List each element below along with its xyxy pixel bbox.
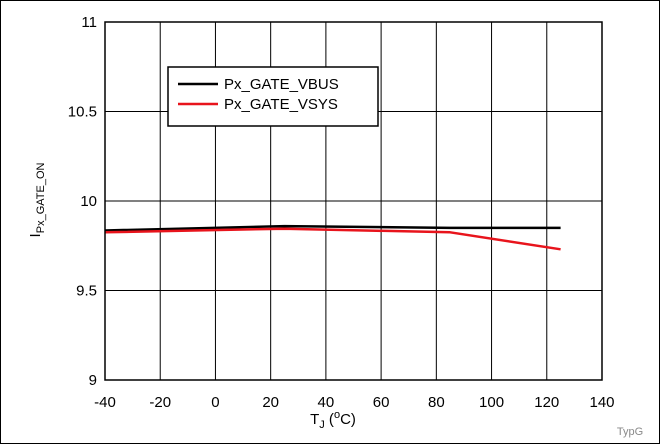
x-axis-label-sup: o — [334, 409, 340, 421]
x-axis-label-unit-pre: ( — [325, 411, 334, 428]
legend-label-vbus: Px_GATE_VBUS — [224, 76, 339, 93]
y-tick-labels: 9 9.5 10 10.5 11 — [68, 14, 97, 389]
x-axis-label: TJ (oC) — [310, 409, 356, 431]
series-line-px-gate-vsys — [104, 227, 561, 251]
x-tick-labels: -40 -20 0 20 40 60 80 100 120 140 — [94, 394, 614, 411]
y-axis-label-sub: Px_GATE_ON — [35, 163, 47, 234]
x-axis-label-unit-post: C) — [340, 411, 356, 428]
series-line-px-gate-vbus — [104, 224, 561, 232]
x-tick-label: -20 — [149, 394, 171, 411]
x-tick-label: 20 — [262, 394, 279, 411]
y-tick-label: 10.5 — [68, 104, 97, 121]
x-tick-label: 120 — [534, 394, 559, 411]
x-tick-label: -40 — [94, 394, 116, 411]
x-tick-label: 40 — [318, 394, 335, 411]
x-tick-label: 80 — [428, 394, 445, 411]
legend-box — [167, 66, 379, 127]
y-tick-label: 10 — [80, 193, 97, 210]
x-axis-label-base: T — [310, 411, 319, 428]
series-lines — [104, 224, 561, 251]
x-axis-label-sub: J — [319, 419, 325, 431]
legend: Px_GATE_VBUS Px_GATE_VSYS — [167, 66, 379, 127]
x-tick-label: 100 — [479, 394, 504, 411]
x-tick-label: 140 — [589, 394, 614, 411]
y-tick-label: 9.5 — [76, 283, 97, 300]
x-tick-label: 0 — [211, 394, 219, 411]
y-axis-label: IPx_GATE_ON — [27, 163, 47, 238]
plot-area-border — [104, 21, 603, 381]
legend-label-vsys: Px_GATE_VSYS — [224, 96, 338, 113]
x-tick-label: 60 — [373, 394, 390, 411]
y-tick-label: 9 — [89, 372, 97, 389]
y-tick-label: 11 — [81, 14, 97, 31]
y-axis-label-base: I — [27, 233, 44, 237]
footnote-typg: TypG — [617, 426, 643, 438]
